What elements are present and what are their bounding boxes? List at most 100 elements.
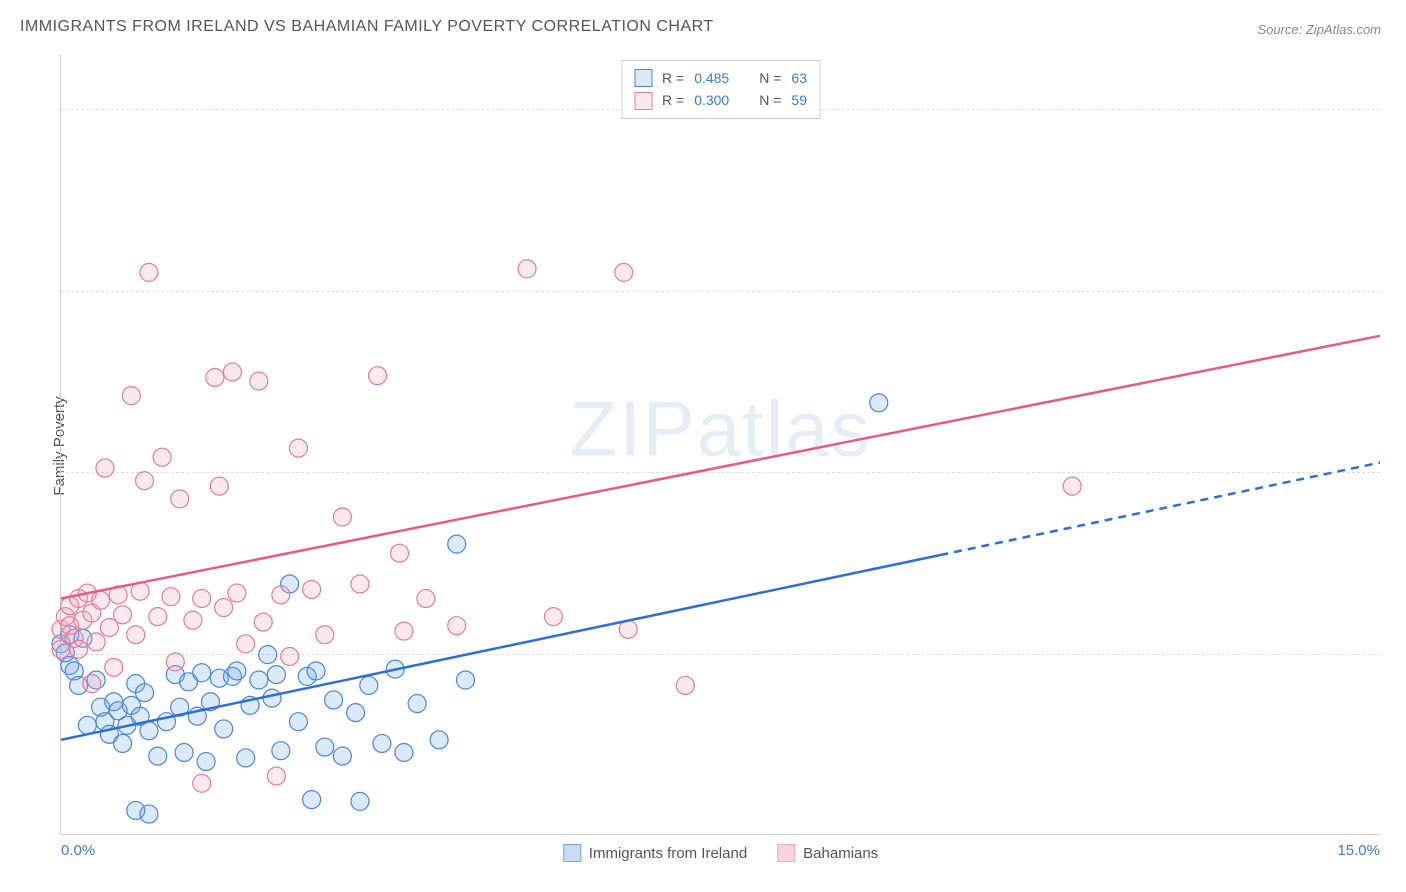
data-point (206, 368, 224, 386)
data-point (254, 613, 272, 631)
data-point (316, 626, 334, 644)
legend-r-label: R = (662, 89, 684, 111)
data-point (228, 584, 246, 602)
legend-n-label: N = (759, 67, 781, 89)
data-point (237, 635, 255, 653)
series-legend: Immigrants from Ireland Bahamians (563, 844, 878, 862)
data-point (215, 599, 233, 617)
data-point (210, 477, 228, 495)
data-point (518, 260, 536, 278)
legend-n-value: 63 (791, 67, 807, 89)
data-point (153, 448, 171, 466)
legend-r-value: 0.485 (694, 67, 729, 89)
data-point (417, 589, 435, 607)
data-point (272, 742, 290, 760)
data-point (149, 747, 167, 765)
data-point (395, 622, 413, 640)
data-point (870, 394, 888, 412)
data-point (303, 580, 321, 598)
data-point (351, 575, 369, 593)
legend-row: R = 0.300 N = 59 (634, 89, 807, 111)
legend-swatch (563, 844, 581, 862)
legend-swatch (777, 844, 795, 862)
data-point (369, 367, 387, 385)
legend-item: Bahamians (777, 844, 878, 862)
data-point (281, 647, 299, 665)
data-point (223, 363, 241, 381)
data-point (448, 617, 466, 635)
legend-label: Immigrants from Ireland (589, 845, 747, 862)
data-point (408, 695, 426, 713)
plot-area: ZIPatlas R =0.485N =63R =0.300N =59 Immi… (60, 55, 1380, 835)
data-point (303, 791, 321, 809)
data-point (140, 722, 158, 740)
legend-row: R = 0.485 N = 63 (634, 67, 807, 89)
legend-r-label: R = (662, 67, 684, 89)
regression-line (61, 555, 940, 740)
data-point (457, 671, 475, 689)
data-point (127, 626, 145, 644)
legend-n-label: N = (759, 89, 781, 111)
data-point (193, 774, 211, 792)
data-point (259, 646, 277, 664)
data-point (289, 713, 307, 731)
data-point (83, 675, 101, 693)
chart-svg (61, 55, 1380, 834)
y-tick-label: 20.0% (1390, 464, 1406, 481)
data-point (166, 653, 184, 671)
data-point (122, 387, 140, 405)
data-point (351, 792, 369, 810)
data-point (676, 676, 694, 694)
data-point (78, 716, 96, 734)
data-point (114, 606, 132, 624)
data-point (347, 704, 365, 722)
data-point (360, 676, 378, 694)
data-point (272, 586, 290, 604)
legend-n-value: 59 (791, 89, 807, 111)
y-tick-label: 10.0% (1390, 645, 1406, 662)
data-point (544, 608, 562, 626)
data-point (316, 738, 334, 756)
data-point (193, 589, 211, 607)
legend-swatch (634, 92, 652, 110)
data-point (263, 689, 281, 707)
x-tick-label: 15.0% (1337, 842, 1380, 859)
correlation-legend: R = 0.485 N = 63 R = 0.300 N = 59 (621, 60, 820, 119)
data-point (136, 684, 154, 702)
data-point (140, 805, 158, 823)
data-point (149, 608, 167, 626)
data-point (289, 439, 307, 457)
data-point (430, 731, 448, 749)
data-point (267, 666, 285, 684)
data-point (325, 691, 343, 709)
source-label: Source: ZipAtlas.com (1257, 22, 1381, 37)
x-tick-label: 0.0% (61, 842, 95, 859)
legend-label: Bahamians (803, 845, 878, 862)
chart-title: IMMIGRANTS FROM IRELAND VS BAHAMIAN FAMI… (20, 18, 714, 36)
data-point (184, 611, 202, 629)
data-point (105, 658, 123, 676)
legend-item: Immigrants from Ireland (563, 844, 747, 862)
y-tick-label: 40.0% (1390, 101, 1406, 118)
data-point (215, 720, 233, 738)
data-point (333, 747, 351, 765)
data-point (171, 490, 189, 508)
data-point (228, 662, 246, 680)
data-point (197, 753, 215, 771)
data-point (162, 588, 180, 606)
data-point (87, 633, 105, 651)
data-point (175, 743, 193, 761)
data-point (307, 662, 325, 680)
data-point (267, 767, 285, 785)
data-point (448, 535, 466, 553)
data-point (373, 734, 391, 752)
legend-r-value: 0.300 (694, 89, 729, 111)
data-point (1063, 477, 1081, 495)
data-point (615, 263, 633, 281)
data-point (70, 640, 88, 658)
data-point (250, 671, 268, 689)
data-point (114, 734, 132, 752)
data-point (237, 749, 255, 767)
data-point (395, 743, 413, 761)
data-point (136, 472, 154, 490)
